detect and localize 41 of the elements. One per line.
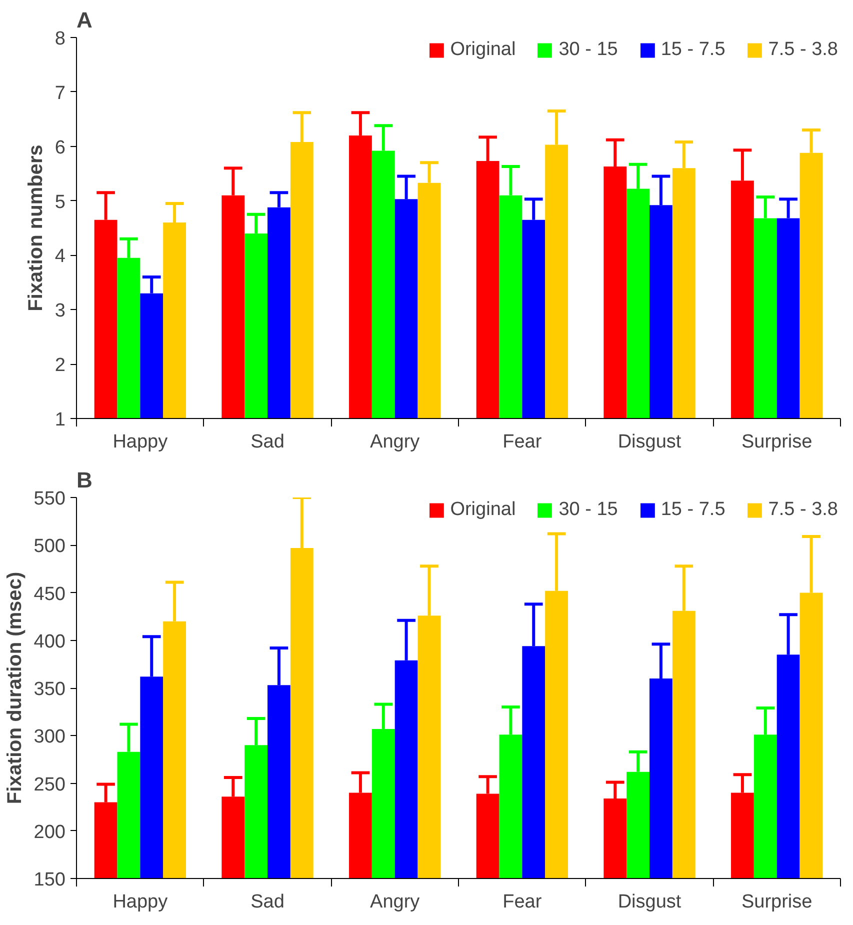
y-tick-label: 400 (34, 631, 66, 652)
y-tick-label: 8 (54, 28, 66, 50)
x-tick-label: Surprise (741, 432, 812, 452)
x-tick-label: Fear (502, 432, 542, 452)
legend-label: Original (450, 499, 516, 521)
y-tick-label: 4 (54, 246, 66, 268)
legend-label: 15 - 7.5 (660, 499, 726, 521)
y-tick-label: 350 (34, 679, 66, 700)
y-tick-label: 450 (34, 584, 66, 605)
x-tick-label: Surprise (741, 892, 812, 912)
legend-label: 30 - 15 (558, 499, 618, 521)
y-axis-title: Fixation duration (msec) (4, 572, 26, 804)
legend-label: Original (450, 39, 516, 61)
x-tick-label: Sad (250, 432, 284, 452)
x-tick-label: Disgust (618, 892, 682, 912)
x-tick-label: Fear (502, 892, 542, 912)
legend-label: 15 - 7.5 (660, 39, 726, 61)
y-tick-label: 7 (54, 82, 66, 104)
x-tick-label: Sad (250, 892, 284, 912)
y-tick-label: 3 (54, 300, 66, 322)
y-tick-label: 500 (34, 536, 66, 558)
y-tick-label: 2 (54, 355, 66, 376)
y-tick-label: 200 (34, 822, 66, 843)
legend-label: 7.5 - 3.8 (768, 499, 838, 521)
x-tick-label: Disgust (618, 432, 682, 452)
y-tick-label: 250 (34, 774, 66, 796)
legend-label: 7.5 - 3.8 (768, 39, 838, 61)
y-tick-label: 550 (34, 488, 66, 510)
chart-title: B (76, 468, 92, 492)
y-tick-label: 1 (54, 410, 66, 430)
x-tick-label: Happy (112, 432, 168, 452)
y-tick-label: 6 (54, 137, 66, 158)
y-tick-label: 5 (54, 192, 66, 213)
x-tick-label: Angry (370, 892, 420, 912)
y-tick-label: 300 (34, 726, 66, 748)
x-tick-label: Angry (370, 432, 420, 452)
x-tick-label: Happy (112, 892, 168, 912)
chart-title: A (76, 8, 92, 32)
legend-label: 30 - 15 (558, 39, 618, 61)
y-tick-label: 150 (34, 870, 66, 890)
y-axis-title: Fixation numbers (24, 144, 47, 312)
